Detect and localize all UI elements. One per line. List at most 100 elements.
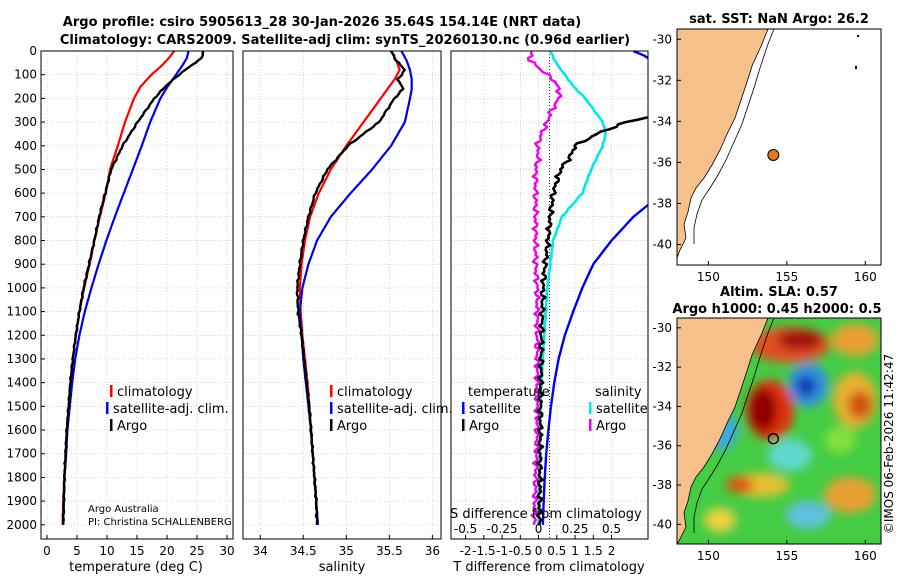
difference-lines [526, 51, 648, 525]
legend-label-satellite: satellite-adj. clim. [337, 402, 453, 417]
x-tick-label: 34 [253, 544, 268, 558]
x-tick-label: 35.5 [376, 544, 403, 558]
legend-swatch-argo [110, 419, 113, 431]
legend-swatch-climatology [330, 385, 333, 397]
depth-tick-label: 2000 [6, 518, 37, 532]
x-tick-label: 10 [99, 544, 114, 558]
legend-salinity-heading: salinity [595, 385, 642, 400]
x-tick-label: 2 [608, 544, 616, 558]
lat-tick-label: -38 [652, 478, 672, 492]
legend-swatch-temp-satellite [462, 402, 465, 414]
x-tick-label: -1 [496, 544, 508, 558]
lon-tick-label: 150 [697, 270, 720, 284]
temperature-argo-line [61, 51, 205, 525]
depth-tick-label: 500 [14, 162, 37, 176]
sla-anomaly-field [680, 324, 879, 532]
sla-lon-ticks: 150 155 160 [697, 540, 877, 563]
sst-isobath [693, 29, 775, 244]
sst-map: sat. SST: NaN Argo: 26.2 -30 -32 -34 -36 -38… [652, 12, 882, 284]
salinity-plot-area [243, 51, 441, 539]
lat-tick-label: -34 [652, 399, 672, 413]
difference-x-ticks: -2 -1.5 -1 -0.5 0 0.5 1 1.5 2 [460, 535, 616, 558]
sst-land-australia [677, 29, 769, 259]
x-tick-label: 1 [571, 544, 579, 558]
difference-grid [451, 50, 648, 539]
sla-map-frame [676, 317, 882, 545]
salinity-legend: climatology satellite-adj. clim. Argo [330, 385, 453, 434]
sla-argo-position-marker [767, 433, 780, 445]
lat-tick-label: -40 [652, 517, 672, 531]
lat-tick-label: -32 [652, 360, 672, 374]
credit-pi: PI: Christina SCHALLENBERG [88, 517, 232, 528]
legend-label-climatology: climatology [337, 385, 413, 400]
x-tick-label: 1.5 [584, 544, 603, 558]
lon-tick-label: 160 [854, 270, 877, 284]
depth-tick-label: 1300 [6, 352, 37, 366]
x-tick-label: -0.5 [509, 544, 532, 558]
s-tick-label: 0.5 [602, 522, 621, 536]
salinity-diff-argo-line [526, 51, 563, 525]
depth-tick-label: 1200 [6, 328, 37, 342]
legend-swatch-satellite [330, 402, 333, 414]
legend-label-sal-argo: Argo [596, 419, 626, 434]
difference-panel: -2 -1.5 -1 -0.5 0 0.5 1 1.5 2 -0.5 -0.25 0 0.25 0.5 … [450, 50, 649, 575]
s-tick-label: -0.25 [487, 522, 518, 536]
difference-x-label: T difference from climatology [452, 560, 645, 575]
temperature-diff-satellite-line [541, 51, 648, 525]
depth-tick-label: 1700 [6, 447, 37, 461]
legend-label-temp-satellite: satellite [469, 402, 521, 417]
depth-ticks: 0 100 200 300 400 500 600 700 800 900 1000 1100 1200… [6, 44, 45, 532]
figure-title-line1: Argo profile: csiro 5905613_28 30-Jan-20… [63, 15, 581, 30]
x-tick-label: 25 [189, 544, 204, 558]
credit-org: Argo Australia [88, 504, 159, 515]
temperature-panel: 0100200300400500600700800900100011001200… [6, 44, 234, 575]
sst-island [855, 66, 857, 69]
difference-legend: temperature satellite Argo salinity sate… [462, 385, 648, 434]
sst-lon-ticks: 150 155 160 [697, 261, 877, 284]
lat-tick-label: -34 [652, 114, 672, 128]
legend-swatch-temp-argo [462, 419, 465, 431]
depth-tick-label: 100 [14, 68, 37, 82]
s-tick-label: -0.5 [454, 522, 477, 536]
legend-swatch-sal-satellite [589, 402, 592, 414]
salinity-x-ticks: 34 34.5 35 35.5 36 [253, 535, 440, 558]
temperature-diff-argo-line [535, 115, 648, 525]
legend-label-satellite: satellite-adj. clim. [113, 402, 229, 417]
lat-tick-label: -30 [652, 32, 672, 46]
legend-swatch-climatology [110, 385, 113, 397]
legend-label-argo: Argo [337, 419, 367, 434]
x-tick-label: -2 [460, 544, 472, 558]
legend-swatch-satellite [106, 402, 109, 414]
sst-lat-ticks: -30 -32 -34 -36 -38 -40 [652, 32, 681, 251]
salinity-x-label: salinity [319, 560, 366, 575]
legend-label-sal-satellite: satellite [596, 402, 648, 417]
difference-axes-box [450, 50, 649, 540]
depth-tick-label: 900 [14, 257, 37, 271]
depth-tick-label: 1000 [6, 281, 37, 295]
depth-tick-label: 1900 [6, 494, 37, 508]
legend-swatch-sal-argo [589, 419, 592, 431]
depth-tick-label: 1600 [6, 423, 37, 437]
sla-isobath [693, 318, 775, 533]
depth-tick-label: 1800 [6, 470, 37, 484]
temperature-legend: climatology satellite-adj. clim. Argo [106, 385, 229, 434]
depth-tick-label: 200 [14, 91, 37, 105]
x-tick-label: 34.5 [290, 544, 317, 558]
sst-island [857, 35, 859, 37]
temperature-x-ticks: 0 5 10 15 20 25 30 [43, 535, 235, 558]
sla-map: Altim. SLA: 0.57 Argo h1000: 0.45 h2000:… [652, 285, 881, 563]
lat-tick-label: -32 [652, 73, 672, 87]
temperature-x-label: temperature (deg C) [69, 560, 203, 575]
salinity-argo-line [295, 51, 406, 525]
x-tick-label: 35 [339, 544, 354, 558]
salinity-panel: 34 34.5 35 35.5 36 salinity climatology sate… [242, 50, 453, 575]
sla-lat-ticks: -30 -32 -34 -36 -38 -40 [652, 321, 681, 531]
sst-map-title: sat. SST: NaN Argo: 26.2 [689, 12, 869, 27]
sst-argo-position-marker [767, 149, 780, 162]
x-tick-label: 20 [159, 544, 174, 558]
legend-swatch-argo [330, 419, 333, 431]
salinity-grid [243, 50, 441, 539]
lon-tick-label: 160 [854, 549, 877, 563]
depth-tick-label: 700 [14, 210, 37, 224]
